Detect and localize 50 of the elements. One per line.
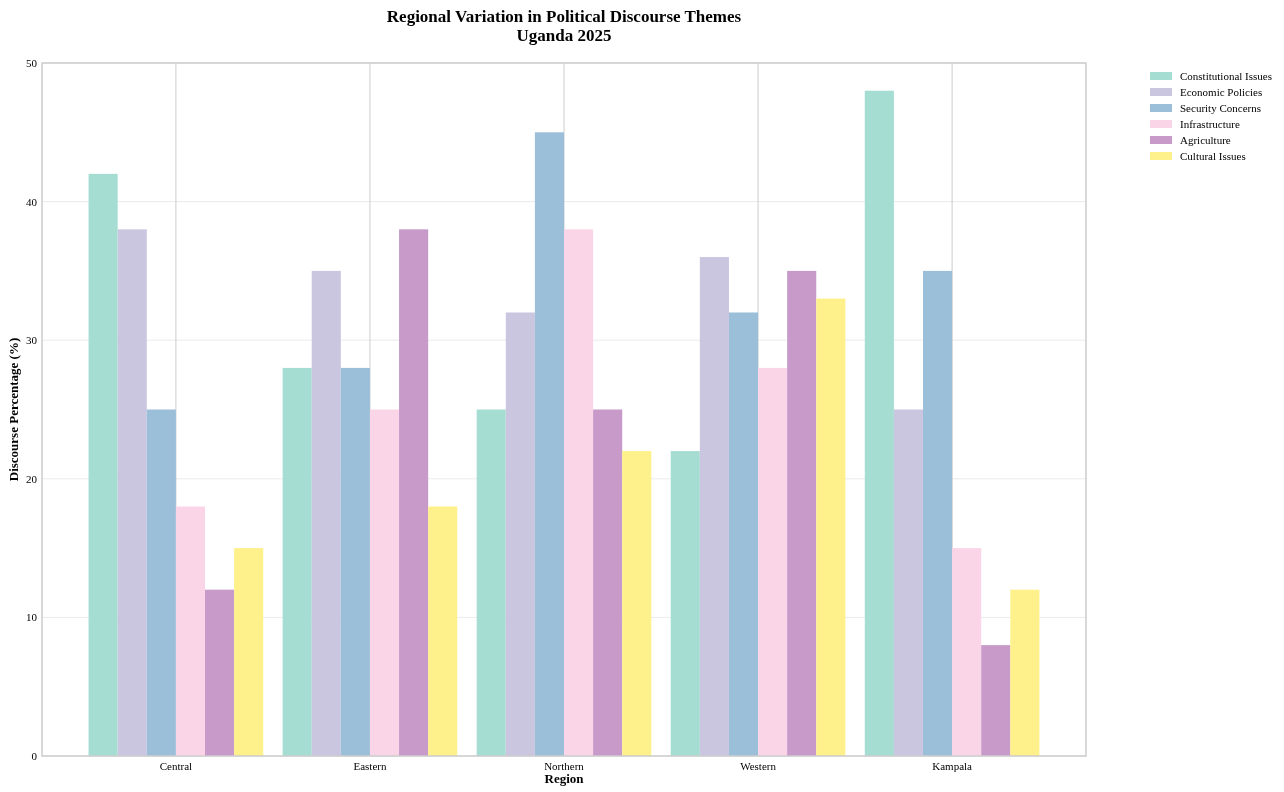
bar (952, 548, 982, 756)
bar (816, 298, 846, 756)
x-axis-title: Region (544, 771, 585, 786)
legend-label: Infrastructure (1180, 118, 1240, 130)
bar (670, 451, 700, 756)
bar (699, 257, 729, 756)
bar (311, 270, 341, 756)
y-tick-label: 20 (26, 472, 38, 485)
chart-title: Regional Variation in Political Discourse Themes Uganda 2025 (386, 7, 742, 45)
bar (728, 312, 759, 756)
bar (234, 548, 264, 756)
y-tick-label: 50 (26, 57, 38, 69)
legend-label: Security Concerns (1180, 102, 1261, 114)
bar (428, 506, 458, 756)
bar (758, 367, 788, 756)
bar (205, 589, 235, 756)
bar (593, 409, 623, 756)
x-tick-label: Eastern (353, 760, 387, 772)
bar (146, 409, 176, 756)
bar (340, 367, 370, 756)
bar (175, 506, 205, 756)
bar (787, 270, 817, 756)
x-tick-label: Northern (544, 760, 585, 772)
bar (864, 90, 894, 756)
bar (1010, 589, 1040, 756)
y-tick-label: 40 (26, 195, 38, 208)
legend-label: Economic Policies (1180, 86, 1263, 98)
bar (117, 229, 147, 756)
bar (564, 229, 594, 756)
legend-label: Cultural Issues (1180, 150, 1246, 162)
bar (622, 451, 652, 756)
bar (923, 270, 953, 756)
y-tick-label: 0 (31, 750, 38, 762)
y-tick-label: 30 (26, 334, 38, 347)
x-tick-label: Western (740, 760, 777, 772)
bar (88, 173, 118, 756)
bar (399, 229, 429, 756)
legend-label: Constitutional Issues (1180, 70, 1272, 82)
bar (534, 132, 564, 756)
bar (893, 409, 923, 756)
legend-label: Agriculture (1180, 134, 1231, 146)
y-tick-label: 10 (26, 611, 38, 624)
bar (282, 367, 312, 756)
bar (505, 312, 535, 756)
x-tick-label: Kampala (932, 760, 973, 772)
bar (476, 409, 506, 756)
bar (369, 409, 400, 756)
bar (981, 645, 1011, 756)
x-tick-label: Central (159, 760, 193, 772)
y-axis-title: Discourse Percentage (%) (6, 337, 21, 482)
